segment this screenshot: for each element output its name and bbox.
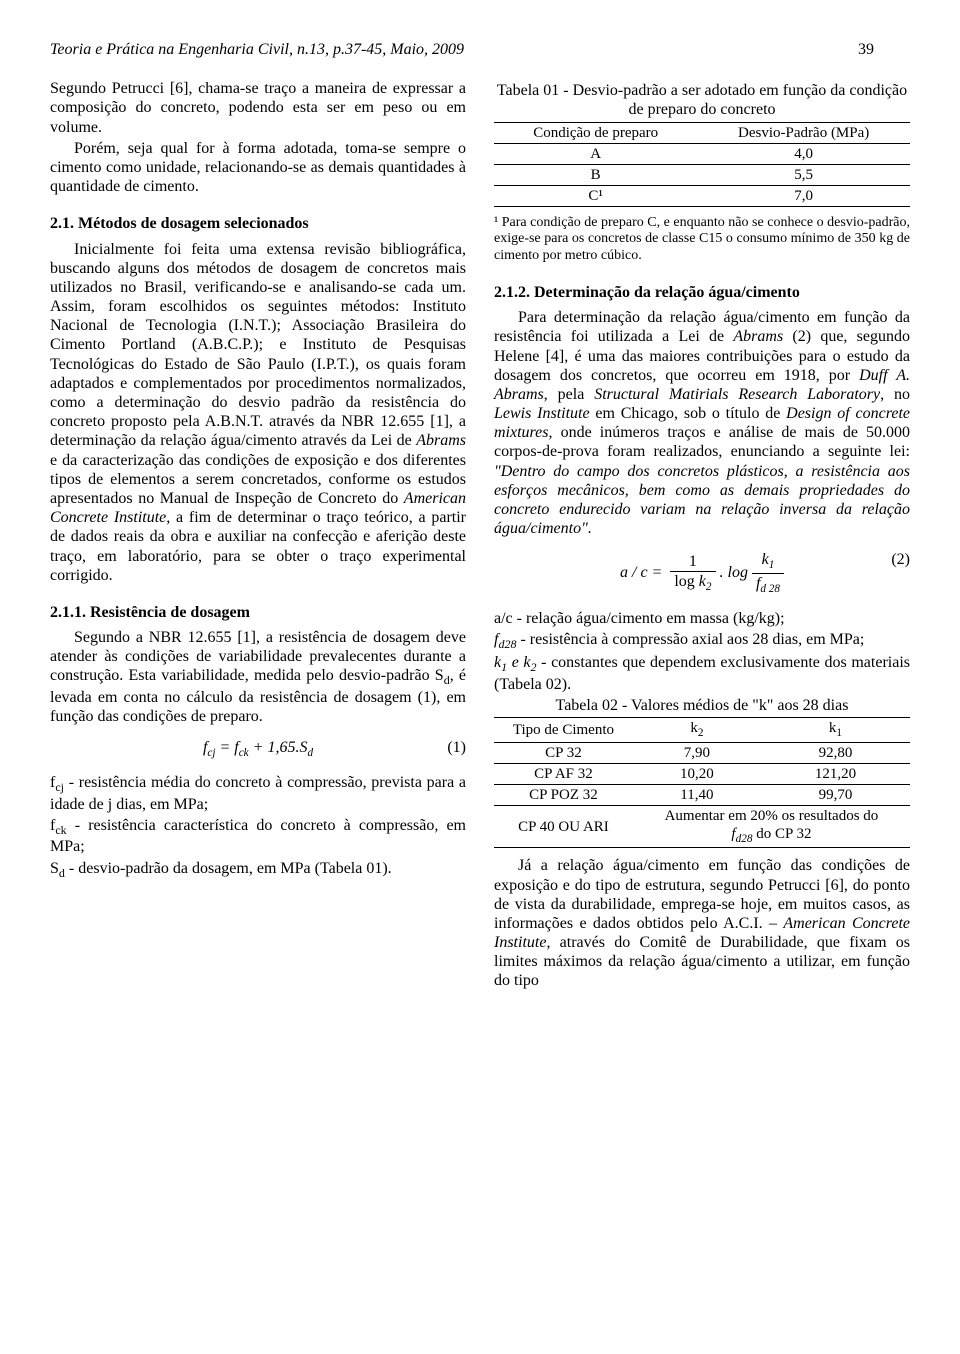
italic-quote: "Dentro do campo dos concretos plásticos… <box>494 463 910 538</box>
table-cell: 5,5 <box>697 164 910 185</box>
table-cell: 11,40 <box>633 784 761 805</box>
text: , no <box>880 386 910 403</box>
two-column-layout: Segundo Petrucci [6], chama-se traço a m… <box>50 79 910 992</box>
text: - resistência à compressão axial aos 28 … <box>516 631 864 648</box>
table-row: C¹ 7,0 <box>494 185 910 206</box>
table-01: Tabela 01 - Desvio-padrão a ser adotado … <box>494 81 910 206</box>
section-heading-2-1-1: 2.1.1. Resistência de dosagem <box>50 603 466 622</box>
header-page-number: 39 <box>858 40 874 59</box>
left-column: Segundo Petrucci [6], chama-se traço a m… <box>50 79 466 992</box>
right-column: Tabela 01 - Desvio-padrão a ser adotado … <box>494 79 910 992</box>
table-row: B 5,5 <box>494 164 910 185</box>
table-cell: Aumentar em 20% os resultados do fd28 do… <box>633 805 910 848</box>
text: , onde inúmeros traços e análise de mais… <box>494 424 910 460</box>
italic-term: Abrams <box>733 328 783 345</box>
table-row: CP 32 7,90 92,80 <box>494 742 910 763</box>
symbol: S <box>50 860 59 877</box>
subscript: ck <box>55 823 66 837</box>
table-row: Tipo de Cimento k2 k1 <box>494 718 910 743</box>
header-title: Teoria e Prática na Engenharia Civil, n.… <box>50 40 464 59</box>
table-cell: 92,80 <box>761 742 910 763</box>
table-footnote: ¹ Para condição de preparo C, e enquanto… <box>494 215 910 265</box>
definition-line: Sd - desvio-padrão da dosagem, em MPa (T… <box>50 859 466 881</box>
table-row: Condição de preparo Desvio-Padrão (MPa) <box>494 122 910 143</box>
definition-line: fd28 - resistência à compressão axial ao… <box>494 630 910 652</box>
section-heading-2-1: 2.1. Métodos de dosagem selecionados <box>50 214 466 233</box>
table-row: CP POZ 32 11,40 99,70 <box>494 784 910 805</box>
table-cell: 7,90 <box>633 742 761 763</box>
text: - resistência característica do concreto… <box>50 817 466 856</box>
table-row: A 4,0 <box>494 143 910 164</box>
table-header: k2 <box>633 718 761 743</box>
definition-line: a/c - relação água/cimento em massa (kg/… <box>494 609 910 628</box>
paragraph: Segundo a NBR 12.655 [1], a resistência … <box>50 628 466 726</box>
table-row: CP AF 32 10,20 121,20 <box>494 763 910 784</box>
subscript: cj <box>55 780 64 794</box>
table-cell: CP POZ 32 <box>494 784 633 805</box>
table-cell: 4,0 <box>697 143 910 164</box>
table-header: Desvio-Padrão (MPa) <box>697 122 910 143</box>
symbol: e k <box>507 654 530 671</box>
table-cell: CP 32 <box>494 742 633 763</box>
text: Segundo a NBR 12.655 [1], a resistência … <box>50 629 466 684</box>
table-cell: 10,20 <box>633 763 761 784</box>
table-header: Tipo de Cimento <box>494 718 633 743</box>
table-caption: Tabela 01 - Desvio-padrão a ser adotado … <box>494 81 910 119</box>
text: Inicialmente foi feita uma extensa revis… <box>50 241 466 450</box>
text: - desvio-padrão da dosagem, em MPa (Tabe… <box>65 860 392 877</box>
table-cell: B <box>494 164 697 185</box>
table-cell: 121,20 <box>761 763 910 784</box>
paragraph: Segundo Petrucci [6], chama-se traço a m… <box>50 79 466 137</box>
equation-number: (2) <box>891 550 910 569</box>
table-cell: CP 40 OU ARI <box>494 805 633 848</box>
definition-line: fck - resistência característica do conc… <box>50 816 466 857</box>
paragraph: Porém, seja qual for à forma adotada, to… <box>50 139 466 197</box>
text: , pela <box>544 386 594 403</box>
section-heading-2-1-2: 2.1.2. Determinação da relação água/cime… <box>494 283 910 302</box>
table-header: Condição de preparo <box>494 122 697 143</box>
italic-term: Structural Matirials Research Laboratory <box>594 386 880 403</box>
table-cell: CP AF 32 <box>494 763 633 784</box>
table-caption: Tabela 02 - Valores médios de "k" aos 28… <box>494 696 910 715</box>
table-header: k1 <box>761 718 910 743</box>
table-cell: 7,0 <box>697 185 910 206</box>
italic-term: Abrams <box>416 432 466 449</box>
paragraph: Já a relação água/cimento em função das … <box>494 856 910 990</box>
subscript: d28 <box>498 637 516 651</box>
equation-2: a / c = 1log k2 . log k1fd 28 (2) <box>494 550 910 596</box>
definitions: fcj - resistência média do concreto à co… <box>50 773 466 880</box>
text: - resistência média do concreto à compre… <box>50 774 466 813</box>
paragraph: Inicialmente foi feita uma extensa revis… <box>50 240 466 585</box>
equation-number: (1) <box>447 738 466 757</box>
table-cell: 99,70 <box>761 784 910 805</box>
table-02: Tabela 02 - Valores médios de "k" aos 28… <box>494 696 910 848</box>
italic-term: Lewis Institute <box>494 405 590 422</box>
text: - constantes que dependem exclusivamente… <box>494 654 910 693</box>
definitions: a/c - relação água/cimento em massa (kg/… <box>494 609 910 695</box>
definition-line: k1 e k2 - constantes que dependem exclus… <box>494 653 910 694</box>
paragraph: Para determinação da relação água/ciment… <box>494 308 910 538</box>
text: , através do Comitê de Durabilidade, que… <box>494 934 910 989</box>
table-cell: A <box>494 143 697 164</box>
table-row: CP 40 OU ARI Aumentar em 20% os resultad… <box>494 805 910 848</box>
definition-line: fcj - resistência média do concreto à co… <box>50 773 466 814</box>
page-header: Teoria e Prática na Engenharia Civil, n.… <box>50 40 910 59</box>
text: em Chicago, sob o título de <box>590 405 787 422</box>
table-cell: C¹ <box>494 185 697 206</box>
equation-1: fcj = fck + 1,65.Sd (1) <box>50 738 466 761</box>
